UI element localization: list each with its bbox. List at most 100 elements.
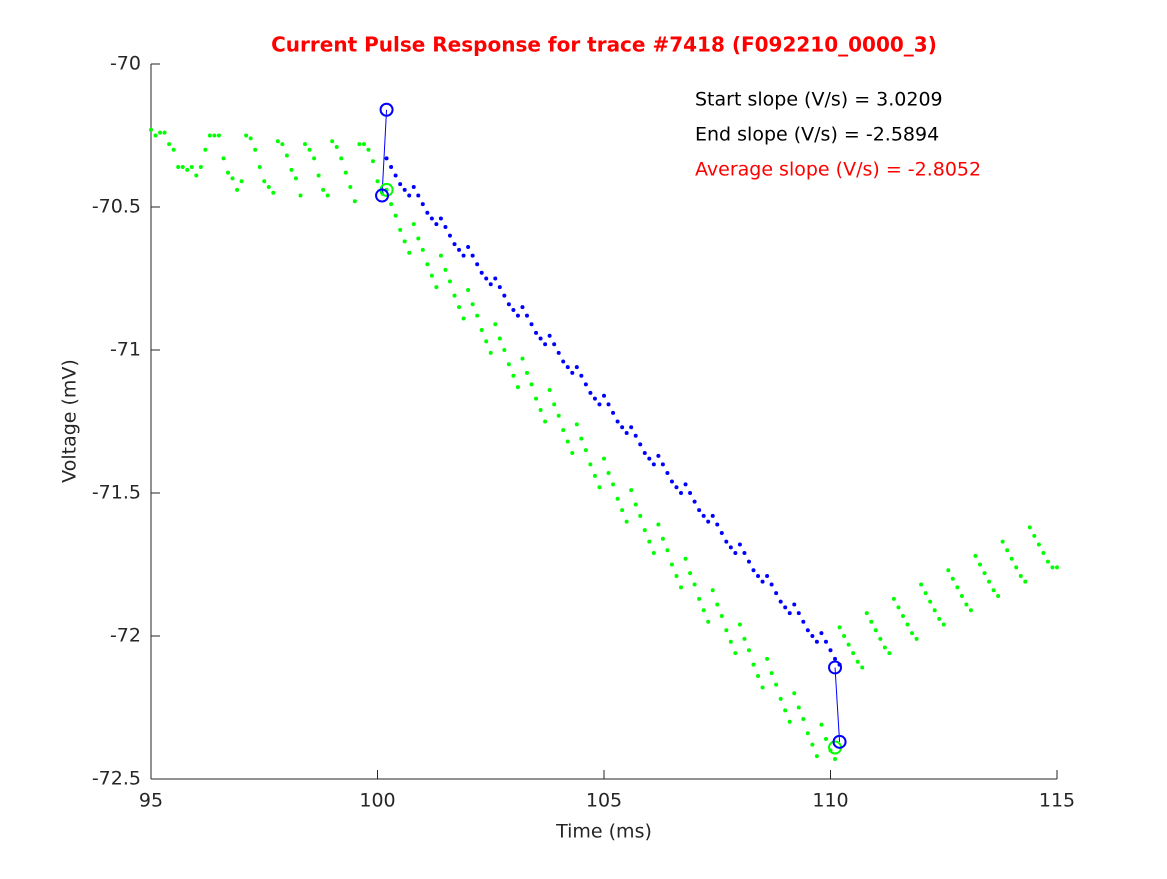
data-point xyxy=(180,164,185,169)
data-point xyxy=(597,402,602,407)
data-point xyxy=(805,628,810,633)
data-point xyxy=(692,582,697,587)
data-point xyxy=(420,247,425,252)
data-point xyxy=(602,393,606,398)
fit-marker xyxy=(832,734,847,749)
data-point xyxy=(429,273,434,278)
data-point xyxy=(579,373,584,378)
data-point xyxy=(375,179,380,184)
data-point xyxy=(987,579,992,584)
data-point xyxy=(819,631,824,636)
data-point xyxy=(642,528,647,533)
y-axis-label: Voltage (mV) xyxy=(59,359,81,483)
data-point xyxy=(842,634,847,638)
data-point xyxy=(660,536,665,541)
data-point xyxy=(910,631,915,636)
data-point xyxy=(479,327,484,332)
data-point xyxy=(475,262,480,267)
data-point xyxy=(728,639,733,644)
data-point xyxy=(357,142,362,147)
data-point xyxy=(710,513,715,518)
data-point xyxy=(973,553,978,558)
data-point xyxy=(787,611,792,616)
data-point xyxy=(801,716,806,721)
data-point xyxy=(429,216,434,221)
data-point xyxy=(262,179,267,184)
data-point xyxy=(307,147,312,152)
data-point xyxy=(389,164,394,169)
data-point xyxy=(339,156,344,161)
data-point xyxy=(647,539,652,544)
data-point xyxy=(298,193,303,198)
data-point xyxy=(447,233,452,238)
data-point xyxy=(932,608,937,613)
y-tick-label: -71.5 xyxy=(92,482,141,504)
data-point xyxy=(1005,548,1010,553)
data-point xyxy=(1055,565,1059,570)
data-point xyxy=(561,359,566,364)
data-point xyxy=(891,596,896,601)
data-point xyxy=(651,462,656,467)
data-point xyxy=(520,356,525,361)
data-point xyxy=(869,619,874,624)
data-point xyxy=(398,227,403,232)
y-tick-label: -72 xyxy=(110,625,141,647)
data-point xyxy=(158,130,163,135)
data-point xyxy=(996,593,1001,598)
data-point xyxy=(615,496,620,501)
data-point xyxy=(212,133,217,138)
data-point xyxy=(774,591,779,596)
data-point xyxy=(833,756,838,761)
data-point xyxy=(633,502,638,507)
data-point xyxy=(547,333,552,338)
annotation: Average slope (V/s) = -2.8052 xyxy=(695,159,981,181)
data-point xyxy=(425,210,430,215)
data-point xyxy=(624,519,629,524)
data-point xyxy=(692,499,697,504)
data-point xyxy=(855,659,860,664)
data-point xyxy=(303,142,308,147)
data-point xyxy=(493,276,498,281)
data-point xyxy=(280,142,285,147)
data-point xyxy=(928,599,933,604)
data-point xyxy=(506,302,511,307)
data-point xyxy=(416,236,421,241)
data-point xyxy=(230,176,235,181)
data-point xyxy=(497,285,502,290)
data-point xyxy=(438,216,443,221)
data-point xyxy=(814,754,819,759)
data-point xyxy=(570,450,575,455)
data-point xyxy=(466,287,471,292)
data-point xyxy=(479,270,484,275)
data-point xyxy=(207,133,212,138)
data-point xyxy=(760,685,765,690)
data-point xyxy=(574,365,579,370)
data-point xyxy=(1036,542,1041,547)
data-point xyxy=(724,539,729,544)
data-point xyxy=(216,133,221,138)
data-point xyxy=(271,190,276,195)
x-tick-label: 110 xyxy=(812,790,848,812)
data-point xyxy=(638,513,643,518)
data-point xyxy=(733,651,738,656)
data-point xyxy=(1000,539,1005,544)
data-point xyxy=(751,568,756,573)
data-point xyxy=(819,722,824,727)
data-point xyxy=(493,322,498,327)
y-tick-label: -70 xyxy=(110,53,141,75)
data-point xyxy=(959,593,964,598)
data-point xyxy=(665,470,670,475)
data-point xyxy=(715,522,720,527)
data-point xyxy=(706,519,711,524)
data-point xyxy=(547,388,552,393)
data-point xyxy=(774,682,779,687)
data-point xyxy=(606,402,611,407)
data-point xyxy=(669,479,674,484)
data-point xyxy=(787,719,792,724)
data-point xyxy=(751,662,756,667)
data-point xyxy=(660,462,665,467)
data-point xyxy=(506,362,511,367)
data-point xyxy=(991,588,996,593)
data-point xyxy=(484,339,489,344)
data-point xyxy=(679,491,684,495)
